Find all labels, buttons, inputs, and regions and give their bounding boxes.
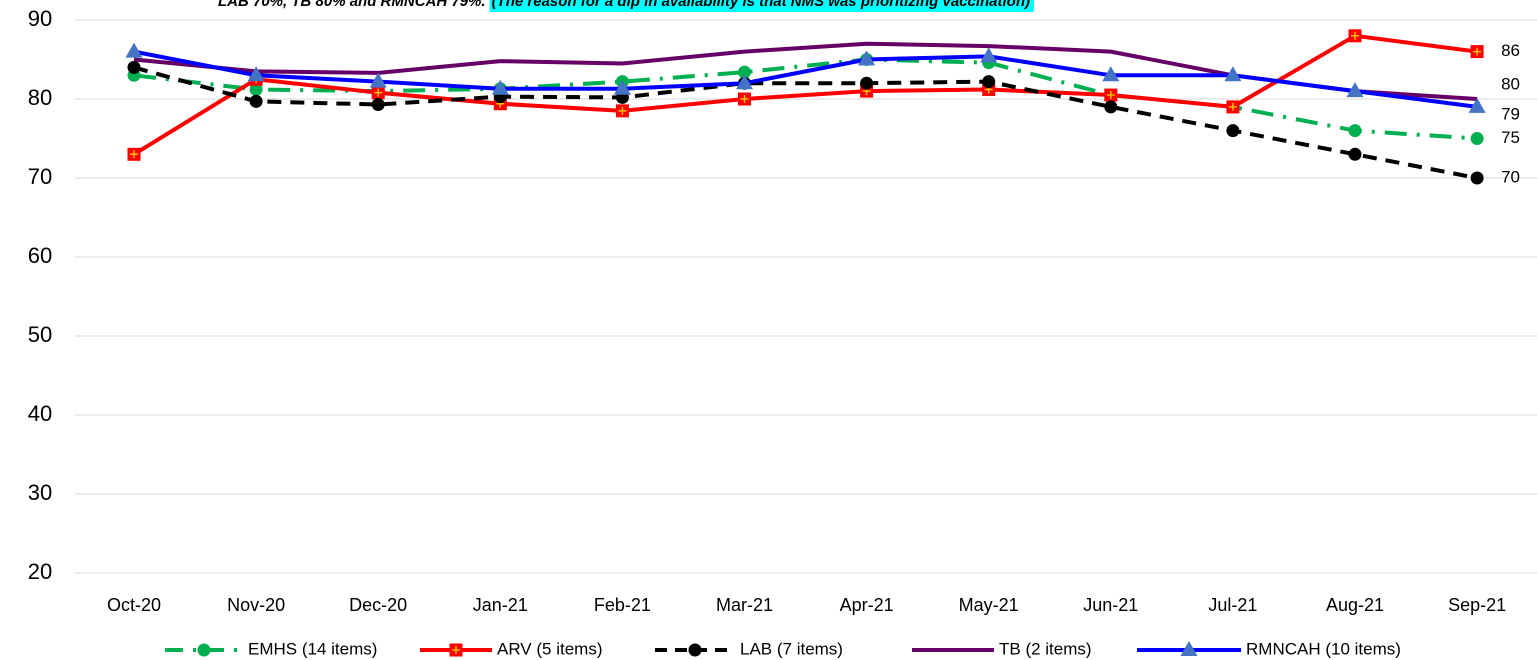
data-label: 70 [1501, 167, 1520, 186]
point [736, 74, 753, 90]
x-tick-label: Sep-21 [1448, 595, 1506, 615]
point [249, 94, 263, 108]
y-tick-label: 30 [28, 480, 52, 505]
marker-plus [1228, 102, 1237, 111]
x-tick-label: Jul-21 [1208, 595, 1257, 615]
x-tick-label: Aug-21 [1326, 595, 1384, 615]
point [125, 42, 143, 58]
x-tick-label: Oct-20 [107, 595, 161, 615]
point [980, 47, 998, 63]
x-tick-label: Jun-21 [1083, 595, 1138, 615]
marker-plus [1473, 47, 1482, 56]
legend-marker [197, 643, 211, 657]
series-line [133, 65, 1478, 180]
marker-plus [740, 95, 749, 103]
data-label: 80 [1501, 74, 1520, 93]
y-tick-label: 20 [28, 559, 52, 584]
point [1348, 29, 1362, 43]
legend-label: EMHS (14 items) [248, 639, 377, 658]
x-tick-label: Feb-21 [594, 595, 651, 615]
legend-item: TB (2 items) [912, 639, 1092, 658]
point [1104, 100, 1118, 114]
point [1346, 82, 1364, 98]
point [127, 147, 141, 161]
y-tick-label: 80 [28, 85, 52, 110]
chart-title: LAB 70%, TB 80% and RMNCAH 79%. [218, 0, 486, 10]
y-tick-label: 60 [28, 243, 52, 268]
legend-marker [688, 643, 702, 657]
point [1468, 97, 1486, 113]
point [1348, 147, 1362, 161]
series: 79 [125, 42, 1520, 123]
x-tick-label: Nov-20 [227, 595, 285, 615]
point [860, 76, 874, 90]
annotation: (The reason for a dip in availability is… [492, 0, 1030, 10]
legend-item: RMNCAH (10 items) [1137, 639, 1401, 658]
legend-item: EMHS (14 items) [165, 639, 377, 658]
data-label: 79 [1501, 104, 1520, 123]
point [1226, 124, 1240, 138]
point [1348, 124, 1362, 138]
marker-plus [1106, 91, 1115, 100]
legend-item: ARV (5 items) [420, 639, 603, 658]
point [1470, 45, 1484, 59]
point [1470, 132, 1484, 145]
marker-plus [374, 88, 383, 97]
point [1224, 66, 1242, 82]
legend-label: TB (2 items) [999, 639, 1092, 658]
series-line [133, 49, 1478, 109]
point [1102, 66, 1120, 82]
legend-marker [449, 643, 463, 657]
x-tick-label: May-21 [959, 595, 1019, 615]
point [491, 79, 509, 95]
header: LAB 70%, TB 80% and RMNCAH 79%. (The rea… [218, 0, 1034, 12]
legend-marker [1180, 641, 1198, 656]
x-tick-label: Dec-20 [349, 595, 407, 615]
legend-label: ARV (5 items) [497, 639, 603, 658]
marker-plus [618, 106, 627, 115]
data-label: 75 [1501, 128, 1520, 147]
point [371, 86, 385, 100]
point [738, 65, 751, 79]
series-line [133, 57, 1478, 141]
legend-item: LAB (7 items) [655, 639, 843, 658]
marker-plus [1351, 31, 1359, 40]
point [613, 79, 631, 95]
point [1226, 100, 1240, 114]
point [1104, 88, 1118, 102]
legend-label: LAB (7 items) [740, 639, 843, 658]
marker-plus [130, 150, 138, 159]
x-tick-label: Apr-21 [840, 595, 894, 615]
y-tick-label: 90 [28, 6, 52, 31]
point [982, 75, 996, 89]
y-tick-label: 40 [28, 401, 52, 426]
point [127, 60, 141, 74]
point [371, 98, 385, 112]
highlight [489, 0, 1034, 12]
point [615, 104, 629, 118]
x-tick-label: Jan-21 [473, 595, 528, 615]
y-tick-label: 70 [28, 164, 52, 189]
marker-plus [452, 646, 460, 654]
point [1470, 171, 1484, 185]
point [369, 72, 387, 88]
point [247, 66, 265, 82]
series-line [132, 33, 1478, 157]
x-tick-label: Mar-21 [716, 595, 773, 615]
point [249, 83, 263, 97]
point [738, 92, 751, 106]
legend-label: RMNCAH (10 items) [1246, 639, 1401, 658]
y-tick-label: 50 [28, 322, 52, 347]
data-label: 86 [1501, 41, 1520, 60]
point [858, 50, 876, 66]
